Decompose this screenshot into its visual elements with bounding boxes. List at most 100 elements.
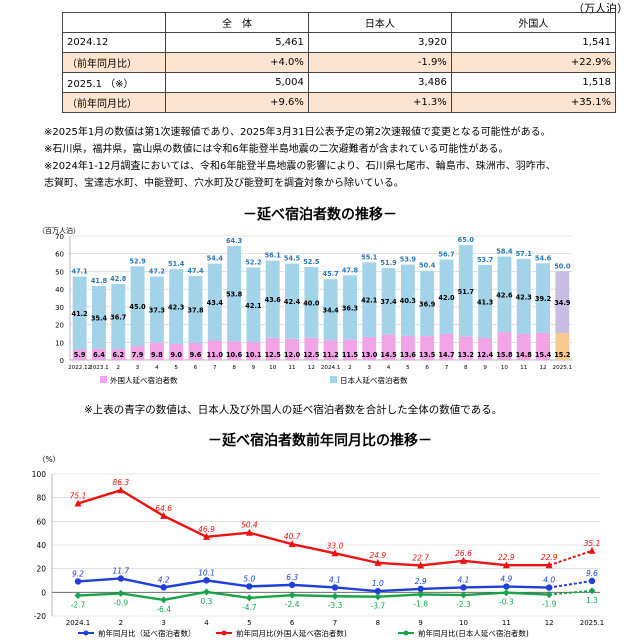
row-label: 2025.1 （※） [62,72,166,93]
japanese-value-label: 42.3 [168,304,185,312]
series-total-point [160,584,167,591]
foreign-value-label: 10.6 [226,351,243,359]
table-header-row: 全 体日本人 外国人 [62,12,617,33]
foreign-bar [323,340,338,360]
foreign-value-label: 12.4 [477,351,494,359]
table-cell: +1.3% [307,92,452,113]
foreign-value-label: 7.9 [132,351,144,359]
foreign-bar [400,335,415,360]
x-tick-label: 2024.1 [66,619,91,627]
series-total-point [74,578,82,585]
series-total-data-label: 4.2 [158,575,170,584]
japanese-bar [439,259,454,334]
foreign-bar [458,336,473,360]
series-japanese-point [331,592,339,600]
series-total-point [374,587,382,595]
japanese-value-label: 45.0 [129,303,146,311]
x-tick-label: 10 [501,365,509,371]
total-value-label: 54.4 [207,255,224,263]
japanese-bar [149,276,164,343]
series-japanese-point [160,596,168,604]
foreign-value-label: 15.8 [496,351,513,359]
foreign-value-label: 13.2 [458,351,475,359]
foreign-bar [285,338,299,360]
x-tick-label: 2 [116,365,120,371]
series-japanese-point [545,591,553,599]
series-total-data-label: 2.9 [415,577,427,586]
series-japanese-data-label: -6.4 [156,605,171,614]
series-foreign-data-label: 24.9 [369,551,386,560]
series-total-dashed-segment [549,579,593,589]
total-value-label: 53.9 [400,256,417,264]
series-japanese-point [417,590,425,598]
japanese-value-label: 36.7 [110,314,127,322]
series-foreign-point [203,532,210,540]
table-header-cell: 全 体 [165,12,309,33]
series-foreign-data-label: 46.9 [198,525,215,534]
japanese-bar [92,285,106,349]
series-japanese-data-label: -0.9 [114,598,129,607]
total-value-label: 58.4 [496,248,513,256]
x-tick-label: 12 [308,365,315,371]
series-foreign-data-label: 22.7 [412,553,429,562]
series-foreign-dashed-segment [548,549,593,567]
series-total-point [331,584,339,591]
foreign-value-label: 11.2 [323,351,340,359]
japanese-bar [265,260,280,338]
x-tick-label: 3 [367,365,371,371]
series-japanese-point [374,593,382,601]
legend-label-series-total: 前年同月比（延べ宿泊者数） [98,628,196,638]
series-japanese-point [117,589,125,597]
foreign-value-label: 5.9 [74,351,86,359]
series-total-data-label: 10.1 [198,568,215,577]
series-foreign-data-label: 35.1 [584,539,601,548]
series-total-data-label: 11.7 [112,566,129,575]
foreign-value-label: 9.0 [170,351,182,359]
japanese-value-label: 36.3 [342,304,359,312]
table-cell: 1,541 [450,32,617,53]
series-total-data-label: 5.0 [243,574,255,583]
series-foreign-data-label: 40.7 [284,532,301,541]
japanese-bar [323,279,338,341]
series-japanese-data-label: -3.7 [371,602,386,611]
foreign-bar [111,349,126,360]
total-value-label: 42.8 [110,275,127,283]
japanese-value-label: 43.4 [207,299,224,307]
chart2-title: －延べ宿泊者数前年同月比の推移－ [208,433,432,449]
series-foreign-data-label: 22.9 [498,553,515,562]
foreign-bar [72,349,87,360]
foreign-value-label: 13.5 [419,351,436,359]
total-value-label: 50.4 [419,262,436,270]
x-tick-label: 10 [269,365,277,371]
y-tick-label: 80 [36,494,46,503]
foreign-value-label: 15.4 [535,351,552,359]
y-tick-label: 10 [55,339,64,347]
total-value-label: 54.5 [284,254,301,262]
japanese-bar [304,267,319,338]
japanese-bar [111,284,126,350]
x-tick-label: 3 [161,619,165,627]
y-tick-label: 20 [36,565,46,574]
japanese-bar [497,256,512,333]
y-tick-label: 50 [55,268,64,276]
x-tick-label: 5 [247,619,251,627]
foreign-value-label: 10.1 [245,351,262,359]
row-label: （前年同月比） [62,92,166,113]
y-tick-label: 70 [55,233,64,241]
series-japanese-point [502,589,510,597]
legend-swatch-foreign [100,376,107,383]
japanese-value-label: 42.4 [284,298,301,306]
total-value-label: 41.8 [91,277,108,285]
foreign-bar [420,336,435,360]
foreign-bar [304,337,319,360]
x-tick-label: 5 [174,365,178,371]
foreign-bar [92,348,106,360]
series-total-point [503,583,510,590]
x-tick-label: 8 [464,365,468,371]
series-total-data-label: 9.2 [72,569,84,578]
row-label: （前年同月比） [62,52,166,73]
foreign-bar [362,336,377,360]
foreign-bar [381,334,396,360]
japanese-bar [72,276,87,350]
japanese-value-label: 36.9 [419,300,436,308]
